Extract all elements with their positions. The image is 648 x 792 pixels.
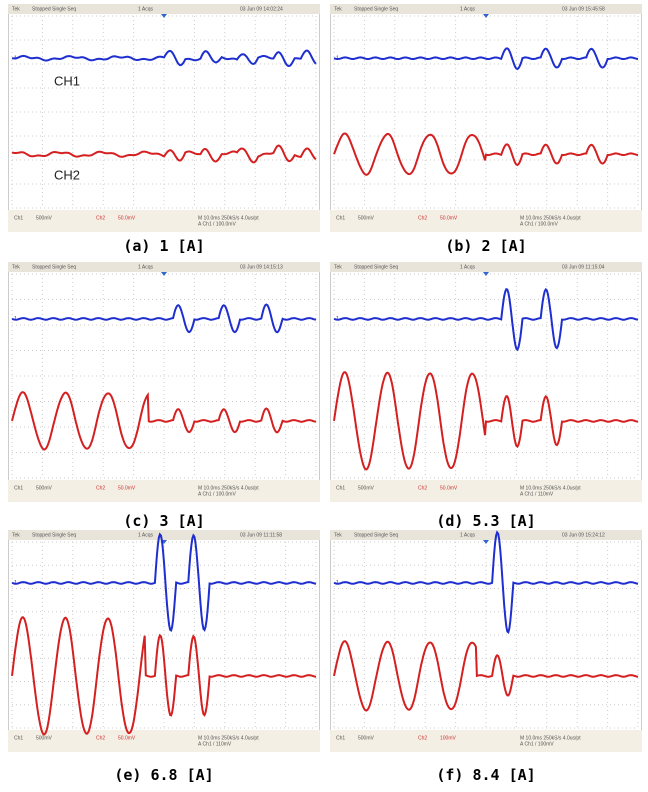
header-time: 03 Jun 09 14:15:13	[240, 264, 283, 270]
header-time: 03 Jun 09 14:02:24	[240, 6, 283, 12]
header-time: 03 Jun 09 11:15:04	[562, 264, 605, 270]
footer-bar	[330, 210, 642, 232]
scope-screen: Tek Stopped Single Seq 1 Acqs 03 Jun 09 15:…	[330, 4, 642, 232]
footer-ch1-scale: 500mV	[358, 735, 375, 741]
header-time: 03 Jun 09 15:24:12	[562, 532, 605, 538]
footer-trigger: A Ch1 / 110mV	[198, 741, 232, 747]
footer-ch2: Ch2	[96, 735, 105, 741]
footer-ch2-scale: 50.0mV	[118, 485, 136, 491]
footer-ch2-scale: 50.0mV	[118, 735, 136, 741]
footer-ch2: Ch2	[418, 215, 427, 221]
footer-ch2: Ch2	[418, 735, 427, 741]
scope-screen: Tek Stopped Single Seq 1 Acqs 03 Jun 09 14:…	[8, 262, 320, 502]
footer-ch1: Ch1	[14, 735, 23, 741]
footer-ch1: Ch1	[336, 215, 345, 221]
caption: (f) 8.4 [A]	[330, 766, 642, 784]
footer-ch2-scale: 50.0mV	[440, 215, 458, 221]
header-brand: Tek	[12, 532, 20, 538]
header-status: Stopped Single Seq	[354, 6, 398, 12]
ch1-label: CH1	[54, 74, 80, 89]
header-acqs: 1 Acqs	[138, 6, 154, 12]
header-brand: Tek	[12, 6, 20, 12]
caption: (d) 5.3 [A]	[330, 512, 642, 530]
header-status: Stopped Single Seq	[32, 532, 76, 538]
header-acqs: 1 Acqs	[460, 264, 476, 270]
caption: (a) 1 [A]	[8, 237, 320, 255]
caption: (e) 6.8 [A]	[8, 766, 320, 784]
header-acqs: 1 Acqs	[460, 532, 476, 538]
header-brand: Tek	[12, 264, 20, 270]
footer-bar	[330, 480, 642, 502]
header-acqs: 1 Acqs	[138, 264, 154, 270]
screen-bg	[8, 4, 320, 232]
caption: (b) 2 [A]	[330, 237, 642, 255]
footer-ch1-scale: 500mV	[36, 485, 53, 491]
scope-screen: Tek Stopped Single Seq 1 Acqs 03 Jun 09 11:…	[8, 530, 320, 752]
footer-ch1: Ch1	[336, 485, 345, 491]
header-brand: Tek	[334, 532, 342, 538]
footer-trigger: A Ch1 / 100.0mV	[198, 221, 236, 227]
header-status: Stopped Single Seq	[32, 6, 76, 12]
header-status: Stopped Single Seq	[32, 264, 76, 270]
header-time: 03 Jun 09 15:45:58	[562, 6, 605, 12]
scope-screen: Tek Stopped Single Seq 1 Acqs 03 Jun 09 11:…	[330, 262, 642, 502]
header-status: Stopped Single Seq	[354, 264, 398, 270]
header-acqs: 1 Acqs	[460, 6, 476, 12]
scope-screen: Tek Stopped Single Seq 1 Acqs 03 Jun 09 15:…	[330, 530, 642, 752]
footer-bar	[8, 210, 320, 232]
footer-ch2-scale: 100mV	[440, 735, 457, 741]
ch2-label: CH2	[54, 168, 80, 183]
footer-trigger: A Ch1 / 100mV	[520, 741, 554, 747]
footer-trigger: A Ch1 / 110mV	[520, 491, 554, 497]
footer-ch1-scale: 500mV	[358, 215, 375, 221]
footer-trigger: A Ch1 / 100.0mV	[198, 491, 236, 497]
footer-ch2-scale: 50.0mV	[118, 215, 136, 221]
footer-ch2: Ch2	[418, 485, 427, 491]
footer-ch2: Ch2	[96, 215, 105, 221]
footer-bar	[8, 730, 320, 752]
caption: (c) 3 [A]	[8, 512, 320, 530]
footer-ch2: Ch2	[96, 485, 105, 491]
screen-bg	[330, 4, 642, 232]
header-brand: Tek	[334, 264, 342, 270]
footer-ch1: Ch1	[336, 735, 345, 741]
header-time: 03 Jun 09 11:11:58	[240, 532, 282, 538]
header-brand: Tek	[334, 6, 342, 12]
footer-trigger: A Ch1 / 100.0mV	[520, 221, 558, 227]
footer-ch1-scale: 500mV	[358, 485, 375, 491]
footer-ch1: Ch1	[14, 215, 23, 221]
header-acqs: 1 Acqs	[138, 532, 154, 538]
footer-ch1: Ch1	[14, 485, 23, 491]
scope-screen: Tek Stopped Single Seq 1 Acqs 03 Jun 09 14:…	[8, 4, 320, 232]
footer-ch1-scale: 500mV	[36, 215, 53, 221]
footer-bar	[330, 730, 642, 752]
header-status: Stopped Single Seq	[354, 532, 398, 538]
footer-ch2-scale: 50.0mV	[440, 485, 458, 491]
footer-ch1-scale: 500mV	[36, 735, 53, 741]
figure: Tek Stopped Single Seq 1 Acqs 03 Jun 09 14:…	[0, 0, 648, 792]
footer-bar	[8, 480, 320, 502]
